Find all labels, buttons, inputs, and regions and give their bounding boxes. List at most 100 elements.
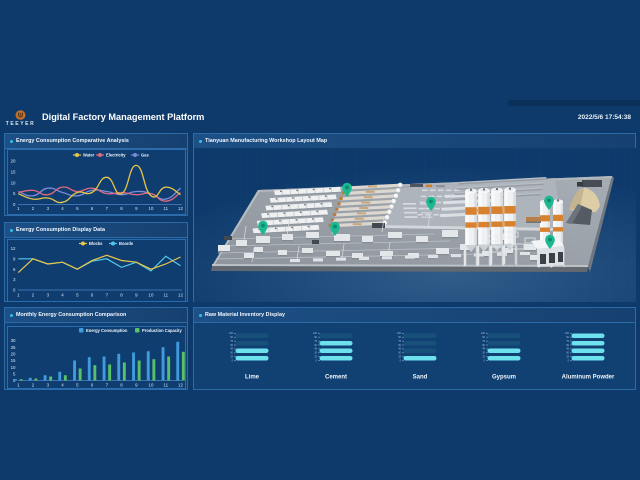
svg-text:5: 5 [13, 191, 16, 196]
svg-text:90: 90 [230, 336, 233, 339]
svg-text:0: 0 [316, 359, 318, 362]
svg-text:10: 10 [11, 180, 16, 185]
svg-text:0: 0 [484, 359, 486, 362]
svg-text:4: 4 [61, 383, 64, 388]
svg-text:0: 0 [13, 288, 16, 293]
svg-text:60: 60 [398, 344, 401, 347]
svg-text:1: 1 [17, 383, 20, 388]
svg-text:45: 45 [482, 348, 485, 351]
svg-text:6: 6 [91, 206, 94, 211]
svg-text:8: 8 [120, 383, 123, 388]
svg-text:10: 10 [149, 206, 154, 211]
svg-text:Water: Water [83, 153, 95, 158]
svg-text:Blocks: Blocks [89, 241, 103, 246]
svg-text:15: 15 [566, 356, 569, 359]
svg-text:2: 2 [32, 383, 35, 388]
svg-text:3: 3 [47, 206, 50, 211]
svg-text:25: 25 [11, 345, 16, 350]
svg-text:75: 75 [398, 340, 401, 343]
svg-text:75: 75 [230, 340, 233, 343]
svg-text:12: 12 [178, 383, 183, 388]
svg-text:75: 75 [314, 340, 317, 343]
svg-text:0: 0 [13, 202, 16, 207]
svg-text:10: 10 [149, 383, 154, 388]
svg-text:90: 90 [398, 336, 401, 339]
svg-text:30: 30 [11, 338, 16, 343]
svg-text:75: 75 [566, 340, 569, 343]
svg-text:11: 11 [164, 206, 169, 211]
svg-text:7: 7 [106, 293, 109, 298]
svg-text:100: 100 [397, 332, 402, 335]
svg-text:3: 3 [47, 383, 50, 388]
svg-text:Energy Consumption: Energy Consumption [86, 328, 128, 333]
svg-text:11: 11 [164, 293, 169, 298]
svg-text:15: 15 [482, 356, 485, 359]
svg-text:Boards: Boards [119, 241, 134, 246]
svg-text:7: 7 [106, 206, 109, 211]
svg-text:Aluminum Powder: Aluminum Powder [562, 375, 615, 381]
svg-text:Lime: Lime [245, 375, 260, 381]
svg-text:Gypsum: Gypsum [492, 375, 516, 381]
svg-text:30: 30 [230, 352, 233, 355]
svg-text:60: 60 [230, 344, 233, 347]
svg-text:4: 4 [61, 293, 64, 298]
svg-text:60: 60 [566, 344, 569, 347]
svg-text:8: 8 [120, 206, 123, 211]
svg-text:7: 7 [106, 383, 109, 388]
svg-text:12: 12 [178, 293, 183, 298]
svg-text:15: 15 [11, 170, 16, 175]
svg-text:90: 90 [566, 336, 569, 339]
svg-text:9: 9 [135, 383, 138, 388]
svg-text:30: 30 [314, 352, 317, 355]
svg-text:3: 3 [13, 277, 16, 282]
svg-text:0: 0 [232, 359, 234, 362]
svg-text:45: 45 [230, 348, 233, 351]
svg-text:100: 100 [229, 332, 234, 335]
svg-text:30: 30 [566, 352, 569, 355]
svg-text:5: 5 [76, 206, 79, 211]
svg-text:30: 30 [398, 352, 401, 355]
svg-text:2: 2 [32, 206, 35, 211]
svg-text:10: 10 [11, 365, 16, 370]
svg-text:0: 0 [13, 378, 16, 383]
svg-text:Sand: Sand [413, 375, 428, 381]
svg-text:0: 0 [568, 359, 570, 362]
svg-text:45: 45 [314, 348, 317, 351]
svg-text:100: 100 [313, 332, 318, 335]
svg-text:9: 9 [13, 256, 16, 261]
svg-text:5: 5 [76, 293, 79, 298]
svg-text:4: 4 [61, 206, 64, 211]
svg-text:Cement: Cement [325, 375, 347, 381]
svg-text:20: 20 [11, 159, 16, 164]
svg-text:0: 0 [400, 359, 402, 362]
svg-text:1: 1 [17, 206, 20, 211]
svg-text:100: 100 [481, 332, 486, 335]
svg-text:90: 90 [482, 336, 485, 339]
svg-text:45: 45 [398, 348, 401, 351]
svg-text:12: 12 [11, 246, 16, 251]
svg-text:5: 5 [76, 383, 79, 388]
svg-text:6: 6 [91, 293, 94, 298]
svg-text:Production Capacity: Production Capacity [142, 328, 183, 333]
svg-text:1: 1 [17, 293, 20, 298]
svg-text:12: 12 [178, 206, 183, 211]
svg-text:9: 9 [135, 293, 138, 298]
svg-text:9: 9 [135, 206, 138, 211]
svg-text:60: 60 [314, 344, 317, 347]
svg-text:3: 3 [47, 293, 50, 298]
svg-text:20: 20 [11, 351, 16, 356]
svg-text:100: 100 [565, 332, 570, 335]
svg-text:10: 10 [149, 293, 154, 298]
svg-text:75: 75 [482, 340, 485, 343]
svg-text:Gas: Gas [141, 153, 149, 158]
svg-text:15: 15 [230, 356, 233, 359]
svg-text:6: 6 [91, 383, 94, 388]
svg-text:90: 90 [314, 336, 317, 339]
svg-text:30: 30 [482, 352, 485, 355]
svg-text:8: 8 [120, 293, 123, 298]
svg-text:Electricity: Electricity [106, 153, 126, 158]
svg-text:15: 15 [11, 358, 16, 363]
svg-text:11: 11 [164, 383, 169, 388]
svg-text:60: 60 [482, 344, 485, 347]
svg-text:45: 45 [566, 348, 569, 351]
